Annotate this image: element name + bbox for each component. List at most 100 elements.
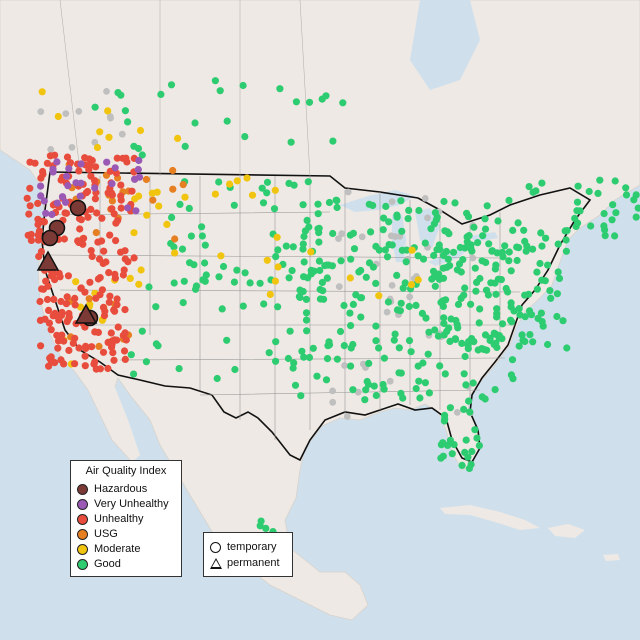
sensor-marker: [91, 184, 99, 192]
sensor-marker: [49, 358, 58, 366]
sensor-marker: [302, 309, 311, 317]
sensor-marker: [333, 355, 341, 363]
sensor-marker: [472, 287, 480, 295]
sensor-marker: [464, 453, 472, 461]
sensor-marker: [382, 202, 390, 210]
sensor-marker: [316, 266, 324, 275]
sensor-marker: [479, 232, 487, 240]
sensor-marker: [343, 413, 351, 420]
sensor-marker: [494, 217, 502, 225]
sensor-marker: [88, 343, 96, 351]
sensor-marker: [521, 291, 529, 299]
sensor-marker: [145, 283, 153, 291]
sensor-marker: [75, 108, 83, 115]
sensor-marker: [259, 199, 268, 207]
sensor-marker: [430, 220, 438, 228]
sensor-marker: [309, 344, 317, 352]
sensor-marker: [622, 184, 630, 192]
sensor-marker: [486, 336, 494, 345]
sensor-marker: [152, 303, 160, 311]
sensor-marker: [187, 232, 195, 240]
sensor-marker: [460, 370, 468, 378]
sensor-marker: [103, 88, 110, 95]
sensor-marker: [168, 213, 176, 221]
sensor-marker: [372, 279, 380, 287]
sensor-marker: [71, 301, 79, 309]
sensor-marker: [104, 107, 112, 115]
sensor-marker: [122, 336, 130, 344]
sensor-marker: [460, 405, 468, 413]
legend-item-hazardous: Hazardous: [77, 482, 147, 496]
sensor-marker: [85, 295, 93, 303]
hudson-bay: [410, 0, 480, 90]
sensor-marker: [358, 233, 366, 241]
sensor-marker: [108, 340, 116, 348]
sensor-marker: [68, 144, 76, 151]
sensor-marker: [440, 417, 448, 425]
sensor-marker: [425, 389, 433, 397]
legend-label: temporary: [227, 541, 277, 553]
sensor-marker: [314, 210, 322, 218]
sensor-marker: [288, 267, 296, 275]
sensor-marker: [134, 144, 143, 153]
sensor-marker: [60, 337, 68, 345]
sensor-marker: [347, 255, 355, 263]
sensor-marker: [349, 229, 357, 237]
sensor-marker: [338, 230, 346, 238]
land-hispaniola: [548, 524, 585, 538]
sensor-marker: [96, 274, 104, 282]
sensor-marker: [243, 174, 251, 182]
aqi-legend: Air Quality Index Hazardous Very Unhealt…: [70, 460, 182, 577]
legend-item-moderate: Moderate: [77, 542, 140, 556]
sensor-marker: [464, 213, 473, 221]
sensor-marker: [176, 200, 184, 208]
sensor-marker: [446, 404, 454, 412]
sensor-marker: [34, 231, 42, 239]
sensor-marker: [408, 246, 416, 254]
legend-item-usg: USG: [77, 527, 118, 541]
sensor-marker: [571, 214, 579, 222]
sensor-marker: [276, 85, 284, 93]
sensor-marker: [346, 309, 354, 317]
sensor-marker: [520, 226, 528, 234]
sensor-marker: [75, 215, 84, 223]
sensor-marker: [439, 264, 447, 272]
sensor-marker: [108, 180, 116, 188]
sensor-marker: [110, 306, 118, 314]
sensor-marker: [263, 178, 272, 186]
sensor-marker: [329, 229, 337, 238]
sensor-marker: [521, 313, 529, 321]
sensor-marker: [488, 247, 496, 255]
sensor-marker: [390, 336, 398, 344]
sensor-marker: [95, 342, 103, 350]
hazardous-swatch-icon: [77, 483, 88, 495]
sensor-marker: [36, 297, 44, 306]
sensor-marker: [43, 159, 52, 167]
sensor-marker: [179, 181, 187, 189]
sensor-marker: [395, 344, 403, 352]
sensor-marker: [452, 316, 460, 325]
sensor-marker: [340, 342, 348, 350]
sensor-marker: [541, 277, 549, 285]
sensor-marker: [493, 305, 501, 313]
sensor-marker: [104, 189, 112, 197]
sensor-marker: [289, 364, 297, 372]
sensor-marker: [37, 192, 45, 200]
sensor-marker: [562, 236, 570, 244]
sensor-marker: [297, 392, 305, 400]
sensor-marker: [393, 306, 402, 314]
sensor-marker: [273, 233, 281, 241]
sensor-marker: [303, 327, 311, 335]
sensor-marker: [464, 345, 472, 353]
sensor-marker: [149, 196, 157, 204]
sensor-marker: [508, 356, 517, 364]
sensor-marker: [442, 247, 451, 256]
sensor-marker: [109, 349, 117, 357]
sensor-marker: [76, 225, 84, 233]
land-baja: [100, 380, 140, 462]
legend-label: Good: [94, 558, 121, 570]
sensor-marker: [106, 231, 114, 239]
sensor-marker: [121, 107, 129, 115]
legend-item-unhealthy: Unhealthy: [77, 512, 144, 526]
sensor-marker: [92, 163, 100, 171]
